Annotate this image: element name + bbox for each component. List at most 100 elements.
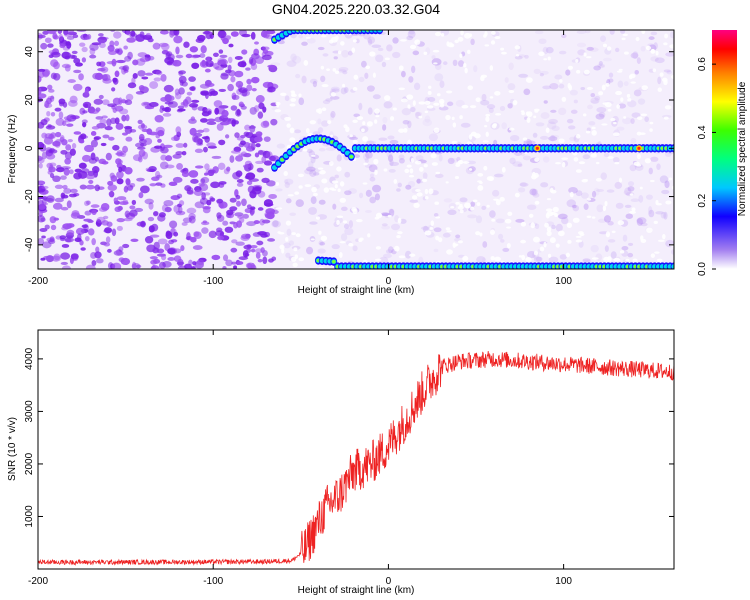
spectrogram-cell (578, 161, 586, 165)
spectrogram-cell (570, 109, 578, 114)
spectrogram-cell (95, 116, 104, 120)
spectrogram-cell (429, 227, 434, 230)
spectrogram-cell (60, 237, 66, 242)
spectrogram-cell (630, 52, 639, 59)
spectrogram-cell (81, 168, 90, 174)
spectrogram-cell (271, 220, 281, 228)
spectrogram-cell (124, 126, 133, 134)
spectrogram-cell (66, 200, 72, 209)
spectrogram-cell (347, 50, 353, 56)
spectrogram-cell (575, 169, 582, 173)
spectrogram-cell (39, 227, 48, 233)
spectrogram-cell (281, 248, 285, 254)
spectrogram-cell (311, 186, 317, 193)
spectrogram-cell (656, 258, 663, 263)
spectrogram-cell (566, 118, 574, 124)
spectrogram-cell (144, 72, 154, 76)
spectrogram-cell (475, 97, 481, 103)
spectrogram-cell (400, 98, 408, 103)
spectrogram-cell (534, 30, 544, 35)
spectrogram-cell (211, 155, 222, 159)
spectrogram-cell (648, 206, 653, 214)
spectrogram-cell (79, 139, 85, 144)
spectrogram-cell (242, 164, 251, 169)
spectrogram-cell (531, 188, 538, 196)
spectrogram-cell (122, 145, 129, 153)
spectrogram-cell (237, 215, 244, 219)
spectrogram-cell (464, 67, 468, 74)
spectrogram-cell (504, 77, 509, 83)
spectrogram-cell (140, 185, 150, 194)
spectrogram-cell (474, 133, 481, 139)
spectrogram-cell (585, 30, 591, 34)
spectrogram-cell (467, 214, 477, 219)
spectrogram-cell (84, 36, 90, 40)
spectrogram-cell (123, 217, 133, 222)
spectrogram-cell (211, 254, 221, 261)
spectrogram-cell (455, 162, 463, 165)
spectrogram-cell (286, 60, 297, 68)
spectrogram-cell (433, 62, 438, 65)
spectrogram-cell (199, 197, 209, 205)
spectrogram-cell (623, 51, 629, 55)
spectrogram-cell (612, 115, 619, 124)
spectrogram-cell (381, 61, 387, 68)
spectrogram-cell (361, 128, 365, 133)
y-tick-label: 0 (24, 145, 35, 151)
spectrogram-cell (227, 56, 233, 64)
spectrogram-cell (108, 136, 115, 141)
spectrogram-cell (567, 125, 576, 130)
spectrogram-cell (236, 182, 244, 187)
spectrogram-cell (116, 225, 123, 231)
spectrogram-cell (380, 212, 390, 216)
spectrogram-cell (257, 258, 263, 263)
spectrogram-cell (627, 98, 632, 102)
spectrogram-cell (428, 133, 439, 142)
spectrogram-cell (364, 157, 369, 163)
spectrogram-cell (200, 178, 206, 184)
spectrogram-cell (377, 47, 384, 52)
spectrogram-cell (129, 128, 137, 133)
spectrogram-cell (183, 142, 188, 148)
spectrogram-cell (260, 30, 268, 38)
spectrogram-cell (596, 204, 604, 213)
spectrogram-cell (213, 100, 223, 108)
spectrogram-cell (427, 90, 432, 95)
spectrogram-cell (40, 217, 46, 222)
spectrogram-cell (259, 218, 265, 226)
spectrogram-cell (63, 116, 73, 120)
spectrogram-cell (494, 173, 504, 178)
spectrogram-cell (340, 87, 347, 95)
spectrogram-cell (104, 126, 113, 131)
spectrogram-cell (231, 94, 240, 101)
spectrogram-cell (466, 160, 476, 165)
spectrogram-cell (485, 113, 491, 117)
spectrogram-cell (38, 204, 46, 210)
spectrogram-cell (161, 204, 169, 213)
spectrogram-cell (339, 181, 345, 187)
spectrogram-cell (196, 259, 205, 266)
spectrogram-cell (106, 221, 113, 227)
spectrogram-cell (548, 256, 559, 263)
spectrogram-cell (254, 152, 260, 158)
spectrogram-cell (126, 37, 136, 43)
spectrogram-cell (139, 143, 147, 147)
spectrogram-cell (632, 258, 638, 263)
spectrogram-cell (146, 168, 156, 172)
spectrogram-cell (250, 244, 258, 249)
spectrogram-cell (54, 197, 64, 203)
spectrogram-cell (181, 171, 190, 178)
spectrogram-cell (165, 51, 171, 60)
spectrogram-cell (554, 74, 563, 80)
spectrogram-cell (583, 203, 589, 210)
spectrogram-cell (241, 198, 247, 207)
spectrogram-cell (176, 109, 183, 113)
spectrogram-cell (565, 69, 571, 76)
spectrogram-cell (348, 188, 357, 195)
spectrogram-cell (244, 124, 251, 131)
spectrogram-cell (418, 101, 426, 105)
spectrogram-cell (596, 107, 607, 113)
spectrogram-cell (367, 36, 376, 44)
spectrogram-cell (462, 161, 470, 164)
